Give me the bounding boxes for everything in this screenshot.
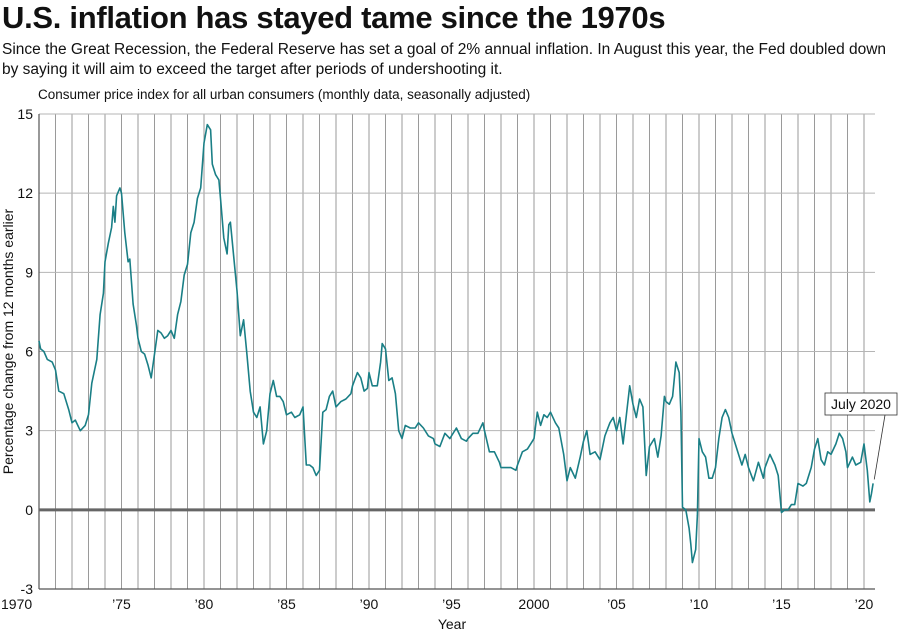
y-tick-label: 9 <box>25 264 33 280</box>
x-tick-label: ’75 <box>112 596 131 612</box>
x-axis-title: Year <box>438 616 467 632</box>
x-tick-labels: 1970 ’75 ’80 ’85 ’90 ’95 2000 ’05 ’10 ’15 ’20 <box>1 596 874 612</box>
horizontal-gridlines <box>39 113 875 432</box>
x-tick-label: 1970 <box>1 596 32 612</box>
x-tick-label: ’10 <box>690 596 709 612</box>
x-tick-label: ’05 <box>607 596 626 612</box>
july-2020-callout: July 2020 <box>824 392 898 480</box>
y-tick-label: 3 <box>25 423 33 439</box>
y-tick-label: 6 <box>25 344 33 360</box>
y-tick-label: 0 <box>25 502 33 518</box>
x-tick-label: 2000 <box>518 596 549 612</box>
y-axis-title: Percentage change from 12 months earlier <box>0 208 16 474</box>
y-tick-labels: -3 0 3 6 9 12 15 <box>17 106 33 597</box>
page-subtitle: Since the Great Recession, the Federal R… <box>2 41 887 78</box>
x-tick-label: ’95 <box>442 596 461 612</box>
x-tick-label: ’90 <box>360 596 379 612</box>
y-tick-label: 15 <box>17 106 33 122</box>
callout-box <box>824 392 898 416</box>
y-tick-label: 12 <box>17 185 33 201</box>
cpi-series-line <box>38 123 874 564</box>
x-tick-label: ’20 <box>855 596 874 612</box>
axes <box>38 114 875 590</box>
x-tick-label: ’80 <box>195 596 214 612</box>
x-tick-label: ’15 <box>772 596 791 612</box>
page-title: U.S. inflation has stayed tame since the… <box>2 0 666 35</box>
callout-label: July 2020 <box>831 396 891 412</box>
x-tick-label: ’85 <box>277 596 296 612</box>
chart-subtitle: Consumer price index for all urban consu… <box>38 87 531 102</box>
callout-leader-line <box>873 414 886 480</box>
y-tick-label: -3 <box>21 581 34 597</box>
